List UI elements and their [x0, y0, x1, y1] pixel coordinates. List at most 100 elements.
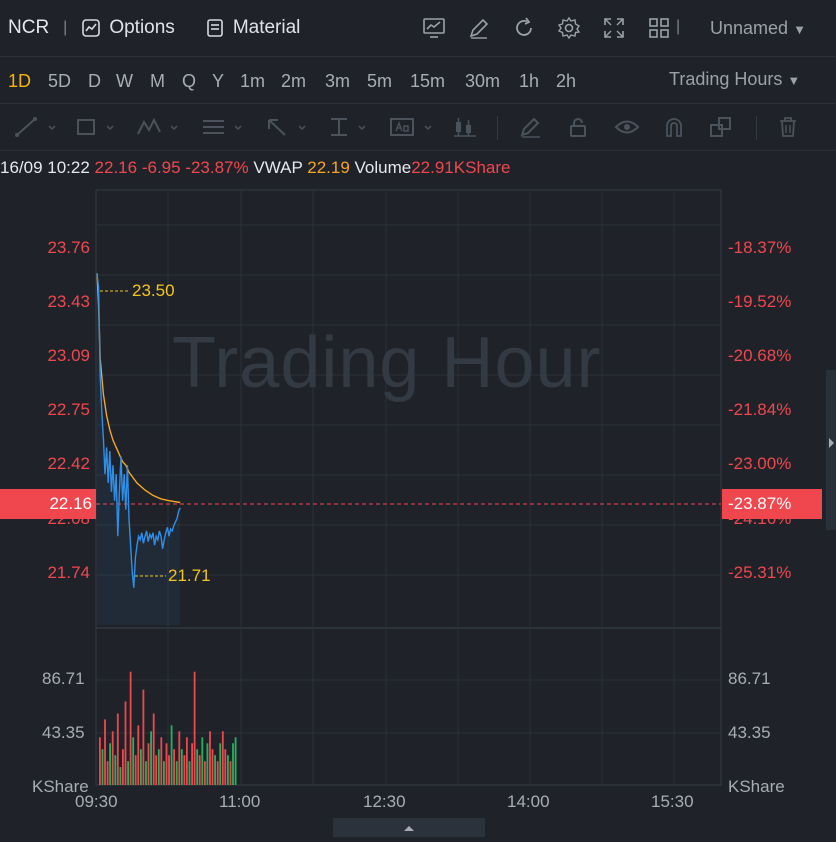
high-label: 23.50 — [132, 281, 175, 300]
period-1d[interactable]: 1D — [8, 71, 32, 91]
vwap-label: VWAP — [253, 158, 303, 177]
period-2h[interactable]: 2h — [556, 71, 577, 91]
volume-bar — [201, 737, 204, 785]
volume-bar — [101, 749, 104, 785]
price-tick: 23.76 — [47, 238, 90, 257]
chevron-down-icon[interactable] — [424, 116, 432, 138]
pct-tick: -18.37% — [728, 238, 792, 257]
chevron-down-icon[interactable] — [170, 116, 178, 138]
arrow-tool-icon[interactable] — [264, 116, 290, 138]
volume-bar — [173, 749, 175, 785]
vwap-line — [96, 273, 181, 504]
trash-icon[interactable] — [776, 116, 800, 138]
session-label: Trading Hours — [669, 69, 783, 89]
chevron-down-icon[interactable] — [298, 116, 306, 138]
side-panel-handle[interactable] — [826, 370, 836, 530]
candle-tool-icon[interactable] — [452, 116, 478, 138]
chevron-down-icon[interactable] — [358, 116, 366, 138]
chevron-down-icon[interactable] — [234, 116, 242, 138]
volume-bar — [145, 761, 147, 785]
eye-icon[interactable] — [614, 116, 640, 138]
volume-bar — [150, 731, 152, 785]
current-pct-badge: -23.87% — [722, 489, 822, 519]
layout-select[interactable]: Unnamed ▼ — [710, 18, 806, 39]
pct-tick: -21.84% — [728, 400, 792, 419]
volume-bar — [221, 731, 224, 785]
volume-bar — [188, 761, 191, 785]
period-2m[interactable]: 2m — [281, 71, 307, 91]
pattern-tool-icon[interactable] — [136, 116, 166, 138]
low-label: 21.71 — [168, 566, 211, 585]
period-15m[interactable]: 15m — [410, 71, 446, 91]
volume-bar — [196, 749, 199, 785]
options-button[interactable]: Options — [81, 17, 175, 39]
ticker-symbol[interactable]: NCR — [8, 17, 50, 38]
volume-bar — [175, 761, 178, 785]
volume-tick: 86.71 — [728, 669, 771, 688]
price-line — [96, 273, 181, 588]
volume-unit: KShare — [728, 777, 785, 796]
chevron-down-icon[interactable] — [106, 116, 114, 138]
grid-layout-icon[interactable] — [645, 14, 673, 42]
layers-icon[interactable] — [708, 116, 734, 138]
volume-bar — [137, 725, 140, 785]
period-q[interactable]: Q — [182, 71, 197, 91]
rectangle-tool-icon[interactable] — [74, 116, 98, 138]
fullscreen-icon[interactable] — [600, 14, 628, 42]
chart-scroll-handle[interactable] — [333, 818, 485, 837]
chevron-down-icon[interactable] — [48, 116, 56, 138]
indicator-icon[interactable] — [420, 14, 448, 42]
time-tick: 12:30 — [363, 792, 406, 811]
time-tick: 11:00 — [219, 792, 261, 811]
volume-bar — [124, 701, 127, 785]
volume-bar — [165, 743, 168, 785]
quote-line: 16/09 10:22 22.16 -6.95 -23.87% VWAP 22.… — [0, 158, 510, 178]
magnet-icon[interactable] — [662, 116, 686, 138]
period-m[interactable]: M — [150, 71, 165, 91]
volume-bar — [178, 731, 181, 785]
period-3m[interactable]: 3m — [325, 71, 351, 91]
price-tick: 21.74 — [47, 563, 90, 582]
period-y[interactable]: Y — [212, 71, 225, 91]
period-d[interactable]: D — [88, 71, 101, 91]
chart-grid — [95, 189, 722, 786]
period-w[interactable]: W — [116, 71, 133, 91]
toolbar-divider — [497, 116, 498, 140]
pct-tick: -25.31% — [728, 563, 792, 582]
period-5d[interactable]: 5D — [48, 71, 72, 91]
draw-icon[interactable] — [465, 14, 493, 42]
volume-bar — [234, 737, 237, 785]
text-tool-icon[interactable] — [388, 116, 416, 138]
layout-name: Unnamed — [710, 18, 789, 38]
volume-bar — [132, 737, 135, 785]
period-1h[interactable]: 1h — [519, 71, 540, 91]
volume-tick: 43.35 — [728, 723, 771, 742]
line-tool-icon[interactable] — [14, 116, 40, 138]
toolbar-divider — [756, 116, 757, 140]
volume-bar — [180, 749, 183, 785]
fib-tool-icon[interactable] — [200, 116, 228, 138]
price-tick: 23.09 — [47, 346, 90, 365]
volume-bar — [160, 737, 163, 785]
period-30m[interactable]: 30m — [465, 71, 501, 91]
lock-icon[interactable] — [566, 116, 590, 138]
measure-tool-icon[interactable] — [326, 116, 352, 138]
volume-bar — [204, 761, 206, 785]
volume-bar — [227, 755, 229, 785]
material-button[interactable]: Material — [205, 17, 300, 39]
options-icon — [82, 19, 101, 37]
volume-bar — [163, 761, 165, 785]
volume-bar — [157, 749, 160, 785]
session-select[interactable]: Trading Hours ▼ — [669, 69, 800, 90]
options-label: Options — [109, 17, 175, 38]
volume-bar — [119, 767, 122, 785]
refresh-icon[interactable] — [510, 14, 538, 42]
header-tools — [420, 14, 690, 42]
price-tick: 22.75 — [47, 400, 90, 419]
settings-icon[interactable] — [555, 14, 583, 42]
period-1m[interactable]: 1m — [240, 71, 266, 91]
pencil-icon[interactable] — [518, 116, 544, 138]
period-5m[interactable]: 5m — [367, 71, 393, 91]
quote-datetime: 16/09 10:22 — [0, 158, 90, 177]
chart-watermark: Trading Hour — [172, 323, 602, 403]
